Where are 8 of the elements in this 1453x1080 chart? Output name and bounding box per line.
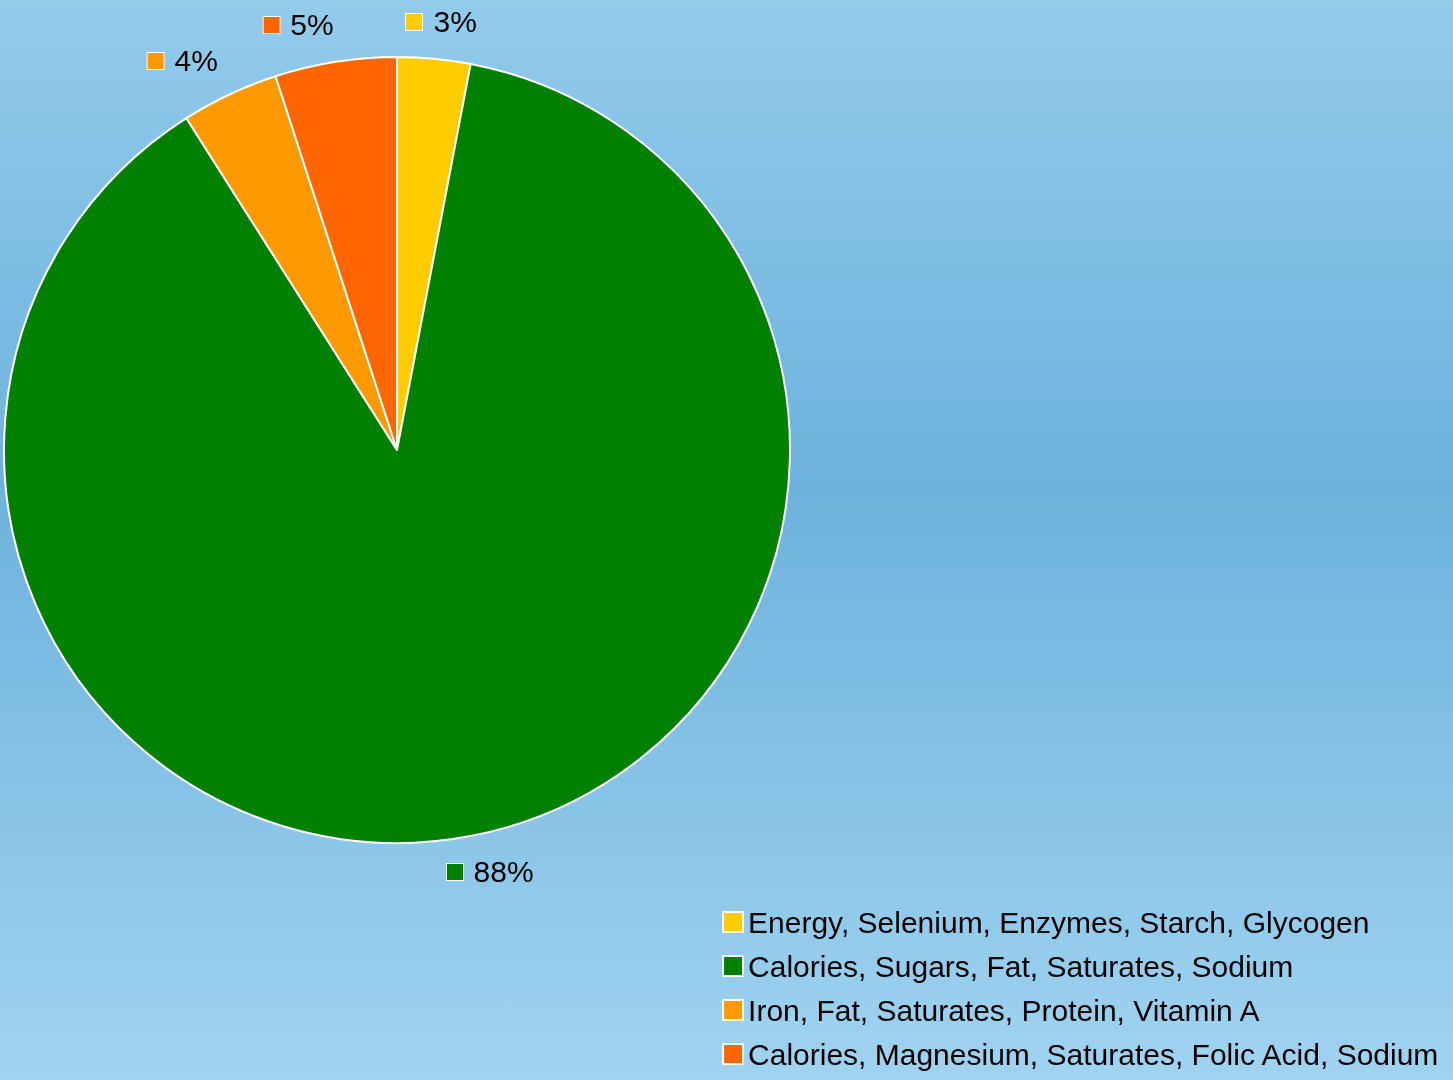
data-label: 88% <box>473 855 534 890</box>
legend-label: Calories, Magnesium, Saturates, Folic Acid, Sodium <box>748 1037 1439 1071</box>
data-label: 3% <box>433 4 477 39</box>
data-label: 4% <box>174 43 218 78</box>
legend-label: Iron, Fat, Saturates, Protein, Vitamin A <box>748 993 1260 1027</box>
legend-label: Calories, Sugars, Fat, Saturates, Sodium <box>748 949 1294 983</box>
data-label: 5% <box>290 8 334 43</box>
legend-label: Energy, Selenium, Enzymes, Starch, Glycogen <box>748 905 1370 939</box>
